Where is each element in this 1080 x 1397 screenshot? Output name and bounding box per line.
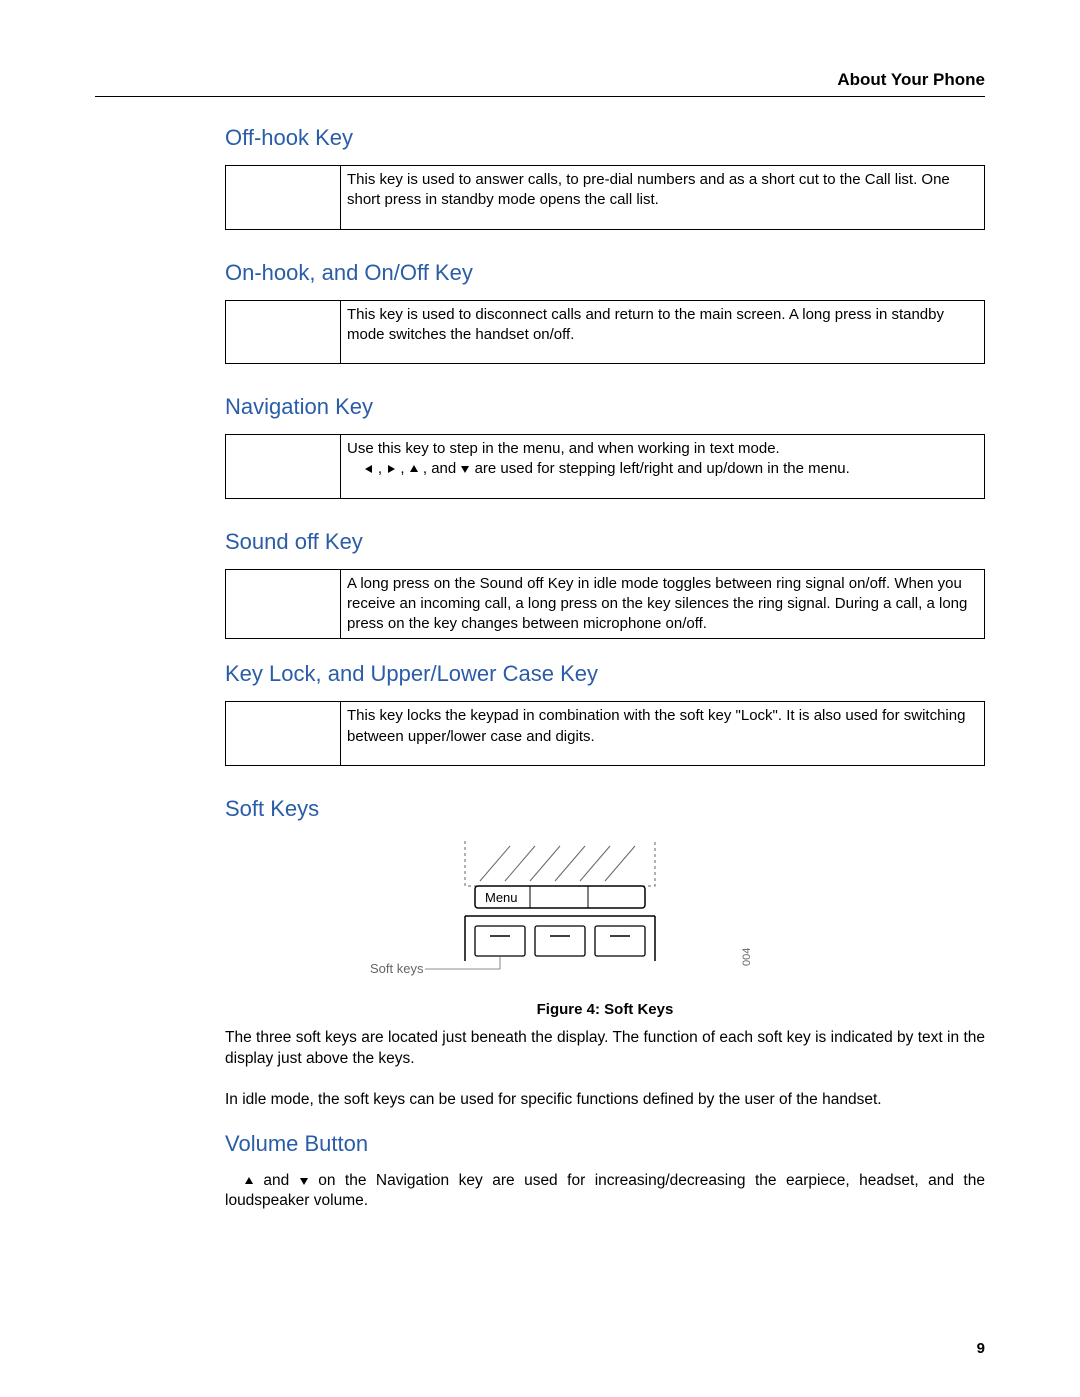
figure-softkeys: Menu Soft keys 004 bbox=[225, 836, 985, 991]
arrow-down-icon bbox=[460, 464, 470, 474]
icon-cell bbox=[226, 435, 341, 499]
section-title-onhook: On-hook, and On/Off Key bbox=[95, 260, 985, 286]
figure-code: 004 bbox=[741, 947, 753, 965]
header-rule bbox=[95, 96, 985, 97]
nav-and: , and bbox=[423, 460, 461, 477]
volume-suffix: on the Navigation key are used for incre… bbox=[225, 1172, 985, 1210]
arrow-right-icon bbox=[386, 464, 396, 474]
desc-cell: A long press on the Sound off Key in idl… bbox=[341, 569, 985, 639]
table-offhook: This key is used to answer calls, to pre… bbox=[225, 165, 985, 230]
document-page: About Your Phone Off-hook Key This key i… bbox=[0, 0, 1080, 1397]
arrow-left-icon bbox=[364, 464, 374, 474]
desc-cell: This key locks the keypad in combination… bbox=[341, 702, 985, 766]
icon-cell bbox=[226, 569, 341, 639]
desc-cell: Use this key to step in the menu, and wh… bbox=[341, 435, 985, 499]
page-header: About Your Phone bbox=[95, 70, 985, 90]
volume-para: and on the Navigation key are used for i… bbox=[95, 1171, 985, 1213]
nav-line1: Use this key to step in the menu, and wh… bbox=[347, 440, 780, 457]
menu-label: Menu bbox=[485, 890, 518, 905]
section-title-volume: Volume Button bbox=[95, 1131, 985, 1157]
section-title-nav: Navigation Key bbox=[95, 394, 985, 420]
icon-cell bbox=[226, 702, 341, 766]
desc-cell: This key is used to answer calls, to pre… bbox=[341, 166, 985, 230]
desc-cell: This key is used to disconnect calls and… bbox=[341, 300, 985, 364]
figure-caption: Figure 4: Soft Keys bbox=[95, 1001, 985, 1018]
nav-line2: are used for stepping left/right and up/… bbox=[475, 460, 850, 477]
arrow-up-icon bbox=[409, 464, 419, 474]
volume-and: and bbox=[263, 1172, 298, 1189]
icon-cell bbox=[226, 166, 341, 230]
section-title-softkeys: Soft Keys bbox=[95, 796, 985, 822]
table-nav: Use this key to step in the menu, and wh… bbox=[225, 434, 985, 499]
table-soundoff: A long press on the Sound off Key in idl… bbox=[225, 569, 985, 640]
table-keylock: This key locks the keypad in combination… bbox=[225, 701, 985, 766]
arrow-up-icon bbox=[244, 1176, 254, 1186]
section-title-offhook: Off-hook Key bbox=[95, 125, 985, 151]
softkeys-para2: In idle mode, the soft keys can be used … bbox=[95, 1090, 985, 1111]
softkeys-para1: The three soft keys are located just ben… bbox=[95, 1028, 985, 1070]
arrow-down-icon bbox=[299, 1176, 309, 1186]
icon-cell bbox=[226, 300, 341, 364]
section-title-keylock: Key Lock, and Upper/Lower Case Key bbox=[95, 661, 985, 687]
softkeys-pointer-label: Soft keys bbox=[370, 961, 424, 976]
softkeys-diagram-icon: Menu Soft keys 004 bbox=[370, 836, 770, 986]
page-number: 9 bbox=[977, 1340, 985, 1357]
table-onhook: This key is used to disconnect calls and… bbox=[225, 300, 985, 365]
section-title-soundoff: Sound off Key bbox=[95, 529, 985, 555]
